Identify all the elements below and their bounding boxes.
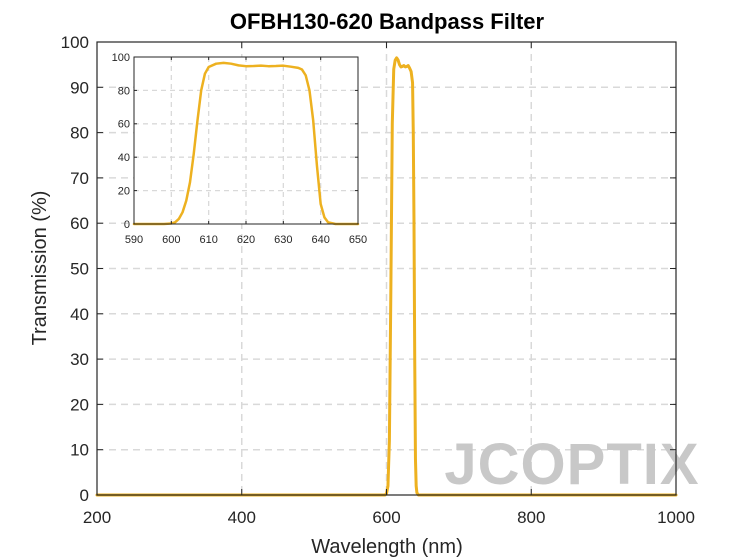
- y-tick-label: 100: [61, 33, 89, 52]
- inset-y-tick-label: 60: [118, 119, 130, 131]
- y-tick-label: 50: [70, 259, 89, 278]
- inset-series-line: [132, 61, 360, 226]
- y-tick-label: 40: [70, 305, 89, 324]
- inset-axes-box: [133, 56, 359, 225]
- y-tick-label: 80: [70, 124, 89, 143]
- x-tick-label: 1000: [657, 508, 695, 527]
- chart-title: OFBH130-620 Bandpass Filter: [230, 9, 545, 34]
- y-tick-label: 10: [70, 441, 89, 460]
- inset-y-tick-label: 0: [124, 219, 130, 231]
- y-tick-label: 90: [70, 78, 89, 97]
- y-tick-label: 60: [70, 214, 89, 233]
- watermark: JCOPTIX: [444, 432, 699, 497]
- inset-plot-area: [132, 61, 360, 226]
- y-tick-label: 0: [80, 486, 89, 505]
- x-tick-label: 800: [517, 508, 545, 527]
- inset-x-tick-label: 630: [274, 234, 292, 246]
- inset-x-tick-label: 620: [237, 234, 255, 246]
- inset-axis-ticks: 0 20 40 60 80 100 590 600 610 620 630 640 650: [112, 52, 368, 246]
- main-plot-area: [95, 56, 678, 497]
- y-axis-label: Transmission (%): [29, 191, 51, 346]
- inset-x-tick-label: 590: [125, 234, 143, 246]
- inset-chart: 0 20 40 60 80 100 590 600 610 620 630 640 650: [112, 52, 368, 246]
- inset-x-tick-label: 600: [162, 234, 180, 246]
- inset-y-tick-label: 20: [118, 185, 130, 197]
- inset-y-tick-label: 40: [118, 152, 130, 164]
- x-tick-label: 200: [83, 508, 111, 527]
- inset-x-tick-label: 650: [349, 234, 367, 246]
- series-line: [95, 56, 678, 497]
- main-axes-box: [96, 41, 677, 496]
- x-axis-label: Wavelength (nm): [311, 536, 463, 558]
- inset-y-tick-label: 80: [118, 85, 130, 97]
- x-tick-label: 400: [228, 508, 256, 527]
- y-tick-label: 30: [70, 350, 89, 369]
- x-tick-label: 600: [372, 508, 400, 527]
- y-tick-label: 20: [70, 395, 89, 414]
- inset-y-tick-label: 100: [112, 52, 130, 64]
- inset-x-tick-label: 610: [199, 234, 217, 246]
- y-tick-label: 70: [70, 169, 89, 188]
- inset-x-tick-label: 640: [311, 234, 329, 246]
